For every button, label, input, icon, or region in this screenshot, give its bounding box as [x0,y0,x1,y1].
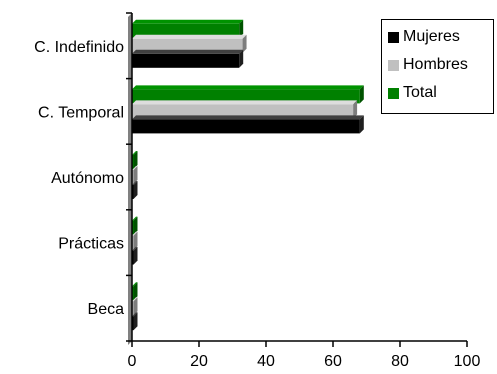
x-tick-label: 0 [128,353,137,370]
legend: Mujeres Hombres Total [381,19,494,114]
bar-beca-hombres-top [132,297,138,302]
bar-practicas-hombres-side [133,231,138,250]
bar-c-indefinido-total-side [239,19,244,38]
legend-swatch-mujeres [388,31,399,43]
bar-beca-total-top [132,282,138,287]
bar-c-temporal-mujeres [132,115,364,134]
x-tick-label: 100 [454,353,481,370]
bar-c-temporal-mujeres-top [132,115,364,120]
bar-beca-mujeres-top [132,312,138,317]
bar-autonomo-hombres-side [133,166,138,184]
legend-swatch-hombres [388,59,399,71]
category-label-practicas: Prácticas [58,236,124,253]
bar-practicas-total-top [132,216,138,221]
x-tick-label: 60 [324,353,342,370]
bar-c-temporal-hombres-front [132,104,354,119]
category-label-c-indefinido: C. Indefinido [34,39,124,56]
bar-practicas-hombres-top [132,231,138,236]
legend-label-mujeres: Mujeres [403,28,460,45]
legend-item-mujeres: Mujeres [388,26,460,48]
bar-autonomo-total-side [133,151,138,169]
bar-c-temporal-hombres-top [132,100,358,105]
x-tick-label: 40 [257,353,275,370]
axis-layer [126,12,468,347]
legend-label-total: Total [403,84,437,101]
x-tick-label: 20 [190,353,208,370]
bar-c-temporal-total [132,85,364,104]
bar-practicas-total-side [133,216,138,235]
bar-c-indefinido-hombres-side [242,34,247,53]
bar-c-temporal-total-top [132,85,364,90]
bar-autonomo-mujeres-side [133,181,138,199]
bar-beca-hombres-side [133,297,138,316]
bar-beca-mujeres-side [133,312,138,331]
category-label-c-temporal: C. Temporal [38,104,124,121]
bar-c-indefinido-hombres-front [132,38,243,53]
bar-autonomo-mujeres-top [132,181,138,185]
bar-c-indefinido-mujeres-top [132,49,244,54]
bar-c-indefinido-total [132,19,244,38]
legend-item-hombres: Hombres [388,54,468,76]
bar-c-temporal-total-side [359,85,364,104]
category-label-beca: Beca [88,301,125,318]
bar-c-temporal-mujeres-side [359,115,364,134]
axis-wall [128,13,132,345]
bar-autonomo-hombres-top [132,166,138,170]
bar-c-indefinido-mujeres-front [132,53,240,68]
x-tick-label: 80 [391,353,409,370]
bars-layer [132,19,364,331]
bar-c-temporal-hombres [132,100,358,119]
category-label-autonomo: Autónomo [51,170,124,187]
bar-c-indefinido-hombres [132,34,247,53]
legend-swatch-total [388,87,399,99]
legend-item-total: Total [388,82,437,104]
bar-c-indefinido-hombres-top [132,34,247,39]
bar-c-indefinido-total-top [132,19,244,24]
bar-c-temporal-hombres-side [353,100,358,119]
bar-c-temporal-total-front [132,89,360,104]
bar-practicas-mujeres-side [133,246,138,265]
bar-autonomo-total-top [132,151,138,155]
bar-c-indefinido-mujeres-side [239,49,244,68]
bar-c-indefinido-total-front [132,23,240,38]
bar-beca-total-side [133,282,138,301]
legend-label-hombres: Hombres [403,56,468,73]
labels-layer: 0 20 40 60 80 100 C. Indefinido C. Temporal Autó… [34,39,480,370]
bar-c-temporal-mujeres-front [132,119,360,134]
bar-c-indefinido-mujeres [132,49,244,68]
bar-practicas-mujeres-top [132,246,138,251]
